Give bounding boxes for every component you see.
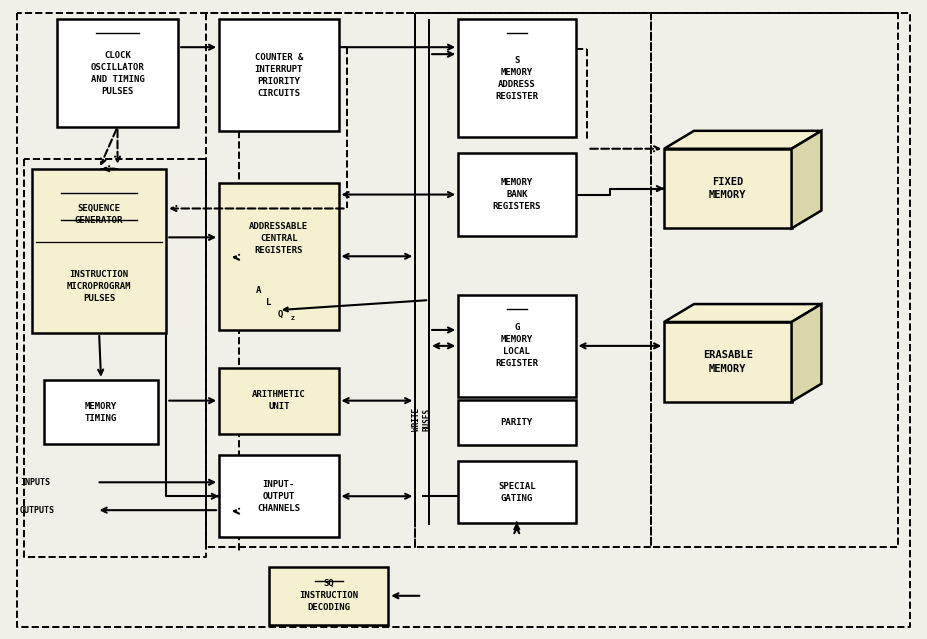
Bar	[219, 456, 338, 537]
Text: FIXED: FIXED	[712, 176, 743, 187]
Bar	[664, 322, 792, 402]
Bar	[458, 461, 576, 523]
Bar	[458, 295, 576, 397]
Text: MEMORY: MEMORY	[501, 335, 533, 344]
Text: REGISTER: REGISTER	[495, 91, 539, 100]
Bar	[32, 169, 166, 333]
Bar	[458, 19, 576, 137]
Text: INPUTS: INPUTS	[20, 478, 50, 487]
Text: TIMING: TIMING	[85, 413, 117, 422]
Text: ADDRESSABLE: ADDRESSABLE	[249, 222, 309, 231]
Text: INSTRUCTION: INSTRUCTION	[70, 270, 129, 279]
Text: ADDRESS: ADDRESS	[498, 79, 536, 89]
Text: PULSES: PULSES	[101, 86, 133, 96]
Polygon shape	[792, 131, 821, 228]
Text: Z: Z	[291, 316, 295, 321]
Text: A: A	[256, 286, 261, 295]
Text: ARITHMETIC: ARITHMETIC	[252, 390, 306, 399]
Text: MEMORY: MEMORY	[501, 68, 533, 77]
Text: PULSES: PULSES	[83, 293, 115, 303]
Text: COUNTER &: COUNTER &	[255, 52, 303, 61]
Text: OUTPUTS: OUTPUTS	[20, 505, 55, 514]
Bar	[269, 567, 388, 625]
Text: BANK: BANK	[506, 190, 527, 199]
Text: INTERRUPT: INTERRUPT	[255, 65, 303, 73]
Text: PRIORITY: PRIORITY	[258, 77, 300, 86]
Bar	[57, 19, 178, 127]
Text: SEQUENCE: SEQUENCE	[78, 204, 121, 213]
Text: SPECIAL: SPECIAL	[498, 482, 536, 491]
Polygon shape	[664, 131, 821, 149]
Text: OUTPUT: OUTPUT	[262, 492, 295, 501]
Bar	[458, 153, 576, 236]
Polygon shape	[664, 304, 821, 322]
Bar	[219, 19, 338, 131]
Text: CIRCUITS: CIRCUITS	[258, 89, 300, 98]
Text: REGISTERS: REGISTERS	[255, 246, 303, 255]
Text: CLOCK: CLOCK	[104, 50, 131, 59]
Text: OSCILLATOR: OSCILLATOR	[91, 63, 145, 72]
Text: Q: Q	[278, 309, 284, 318]
Text: UNIT: UNIT	[268, 402, 289, 411]
Text: AND TIMING: AND TIMING	[91, 75, 145, 84]
Text: MICROPROGRAM: MICROPROGRAM	[67, 282, 132, 291]
Text: INSTRUCTION: INSTRUCTION	[299, 591, 358, 600]
Text: GATING: GATING	[501, 494, 533, 503]
Text: WRITE
BUSES: WRITE BUSES	[413, 408, 432, 431]
Text: G: G	[514, 323, 519, 332]
Text: ERASABLE: ERASABLE	[703, 350, 753, 360]
Bar	[458, 399, 576, 445]
Text: MEMORY: MEMORY	[85, 401, 117, 411]
Text: DECODING: DECODING	[307, 603, 350, 612]
Text: LOCAL: LOCAL	[503, 348, 530, 357]
Text: PARITY: PARITY	[501, 418, 533, 427]
Text: REGISTER: REGISTER	[495, 359, 539, 368]
Text: CENTRAL: CENTRAL	[260, 234, 298, 243]
Text: MEMORY: MEMORY	[709, 364, 746, 374]
Bar	[219, 368, 338, 433]
Text: S: S	[514, 56, 519, 65]
Text: L: L	[266, 298, 272, 307]
Bar	[664, 149, 792, 228]
Text: MEMORY: MEMORY	[709, 190, 746, 201]
Bar	[44, 380, 159, 445]
Text: REGISTERS: REGISTERS	[492, 202, 541, 211]
Bar	[219, 183, 338, 330]
Text: CHANNELS: CHANNELS	[258, 504, 300, 512]
Text: SQ: SQ	[324, 580, 334, 589]
Text: INPUT-: INPUT-	[262, 480, 295, 489]
Text: GENERATOR: GENERATOR	[75, 216, 123, 225]
Text: MEMORY: MEMORY	[501, 178, 533, 187]
Polygon shape	[792, 304, 821, 402]
